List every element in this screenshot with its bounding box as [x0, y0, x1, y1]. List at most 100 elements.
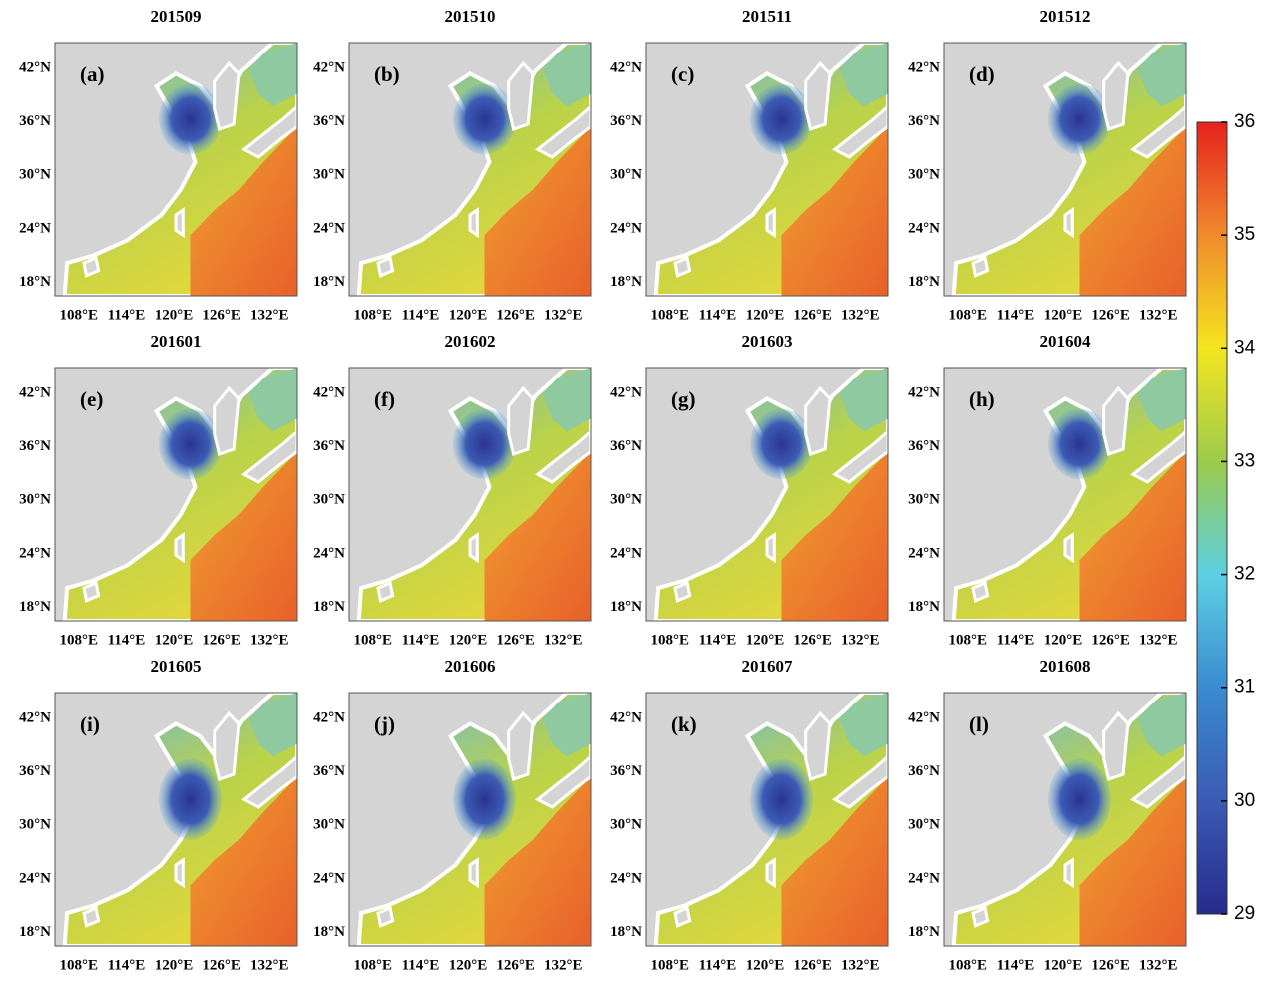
lat-tick-label: 36°N	[908, 113, 940, 129]
lat-tick-label: 36°N	[19, 113, 51, 129]
lat-tick-label: 18°N	[908, 599, 940, 615]
japan-sea	[248, 693, 297, 757]
lat-tick-label: 24°N	[19, 870, 51, 886]
lon-tick-label: 120°E	[746, 632, 785, 648]
colorbar-tick-label: 35	[1234, 224, 1255, 245]
lat-tick-label: 30°N	[908, 167, 940, 183]
lat-tick-label: 24°N	[313, 220, 345, 236]
japan-sea	[542, 368, 591, 432]
river-plume	[750, 83, 813, 155]
lon-tick-label: 120°E	[1044, 632, 1083, 648]
taiwan	[468, 857, 479, 889]
lon-tick-label: 126°E	[793, 632, 832, 648]
lat-tick-label: 24°N	[19, 545, 51, 561]
korea	[1102, 710, 1130, 781]
lon-tick-label: 108°E	[949, 307, 988, 323]
panel-label: (k)	[671, 712, 697, 736]
lat-tick-label: 30°N	[610, 817, 642, 833]
lon-tick-label: 114°E	[402, 632, 440, 648]
hainan	[376, 255, 395, 278]
lat-tick-label: 18°N	[610, 599, 642, 615]
lat-tick-label: 24°N	[908, 870, 940, 886]
lat-tick-label: 30°N	[908, 817, 940, 833]
panel-label: (a)	[80, 62, 105, 86]
lon-tick-label: 120°E	[449, 632, 488, 648]
panel-frame	[943, 42, 1187, 297]
lat-tick-label: 42°N	[313, 709, 345, 725]
lon-tick-label: 126°E	[496, 957, 535, 973]
panel-frame	[54, 42, 298, 297]
lon-tick-label: 120°E	[155, 957, 194, 973]
lon-tick-label: 114°E	[402, 307, 440, 323]
lat-tick-label: 30°N	[19, 492, 51, 508]
lon-tick-label: 108°E	[354, 307, 393, 323]
japan-sea	[839, 693, 888, 757]
japan-sea	[1137, 368, 1186, 432]
lon-tick-label: 114°E	[699, 307, 737, 323]
lat-tick-label: 42°N	[908, 59, 940, 75]
panel-frame	[645, 42, 889, 297]
lat-tick-label: 36°N	[610, 438, 642, 454]
lat-tick-label: 18°N	[19, 274, 51, 290]
lat-tick-label: 24°N	[908, 545, 940, 561]
hainan	[82, 580, 101, 603]
map-panel	[645, 41, 890, 298]
japan-sea	[839, 368, 888, 432]
panel-title: 201604	[1040, 332, 1092, 351]
panel-label: (c)	[671, 62, 694, 86]
river-plume	[1048, 83, 1111, 155]
lon-tick-label: 120°E	[449, 957, 488, 973]
lat-tick-label: 42°N	[908, 384, 940, 400]
open-ocean	[190, 126, 297, 296]
lon-tick-label: 108°E	[354, 957, 393, 973]
japan-sea	[248, 43, 297, 107]
river-plume	[453, 408, 516, 480]
lon-tick-label: 120°E	[1044, 957, 1083, 973]
lon-tick-label: 120°E	[1044, 307, 1083, 323]
hainan	[82, 255, 101, 278]
lon-tick-label: 114°E	[997, 632, 1035, 648]
panel-frame	[54, 367, 298, 622]
lon-tick-label: 108°E	[651, 307, 690, 323]
korea	[213, 385, 241, 456]
river-plume	[750, 408, 813, 480]
panel-frame	[348, 367, 592, 622]
lon-tick-label: 114°E	[108, 307, 146, 323]
hainan	[673, 255, 692, 278]
lon-tick-label: 126°E	[1091, 307, 1130, 323]
lon-tick-label: 132°E	[250, 307, 289, 323]
japan-sea	[1137, 43, 1186, 107]
open-ocean	[190, 776, 297, 946]
lon-tick-label: 114°E	[402, 957, 440, 973]
hainan	[673, 905, 692, 928]
lat-tick-label: 18°N	[908, 924, 940, 940]
panel-title: 201511	[742, 7, 792, 26]
lat-tick-label: 18°N	[313, 274, 345, 290]
lat-tick-label: 36°N	[610, 113, 642, 129]
hainan	[971, 905, 990, 928]
lat-tick-label: 42°N	[313, 59, 345, 75]
lon-tick-label: 108°E	[60, 632, 99, 648]
lon-tick-label: 108°E	[949, 632, 988, 648]
map-panel	[645, 691, 890, 948]
lon-tick-label: 132°E	[544, 957, 583, 973]
lon-tick-label: 120°E	[449, 307, 488, 323]
japan-sea	[542, 693, 591, 757]
lat-tick-label: 42°N	[19, 384, 51, 400]
open-ocean	[484, 126, 591, 296]
lat-tick-label: 24°N	[313, 545, 345, 561]
map-panel	[54, 691, 299, 948]
lon-tick-label: 108°E	[651, 957, 690, 973]
panel-label: (d)	[969, 62, 995, 86]
lat-tick-label: 30°N	[313, 492, 345, 508]
lon-tick-label: 126°E	[496, 632, 535, 648]
korea	[804, 385, 832, 456]
japan-sea	[839, 43, 888, 107]
lon-tick-label: 108°E	[949, 957, 988, 973]
taiwan	[1063, 532, 1074, 564]
colorbar-tick-label: 29	[1234, 903, 1255, 924]
lon-tick-label: 126°E	[202, 957, 241, 973]
open-ocean	[1079, 451, 1186, 621]
lat-tick-label: 18°N	[313, 924, 345, 940]
